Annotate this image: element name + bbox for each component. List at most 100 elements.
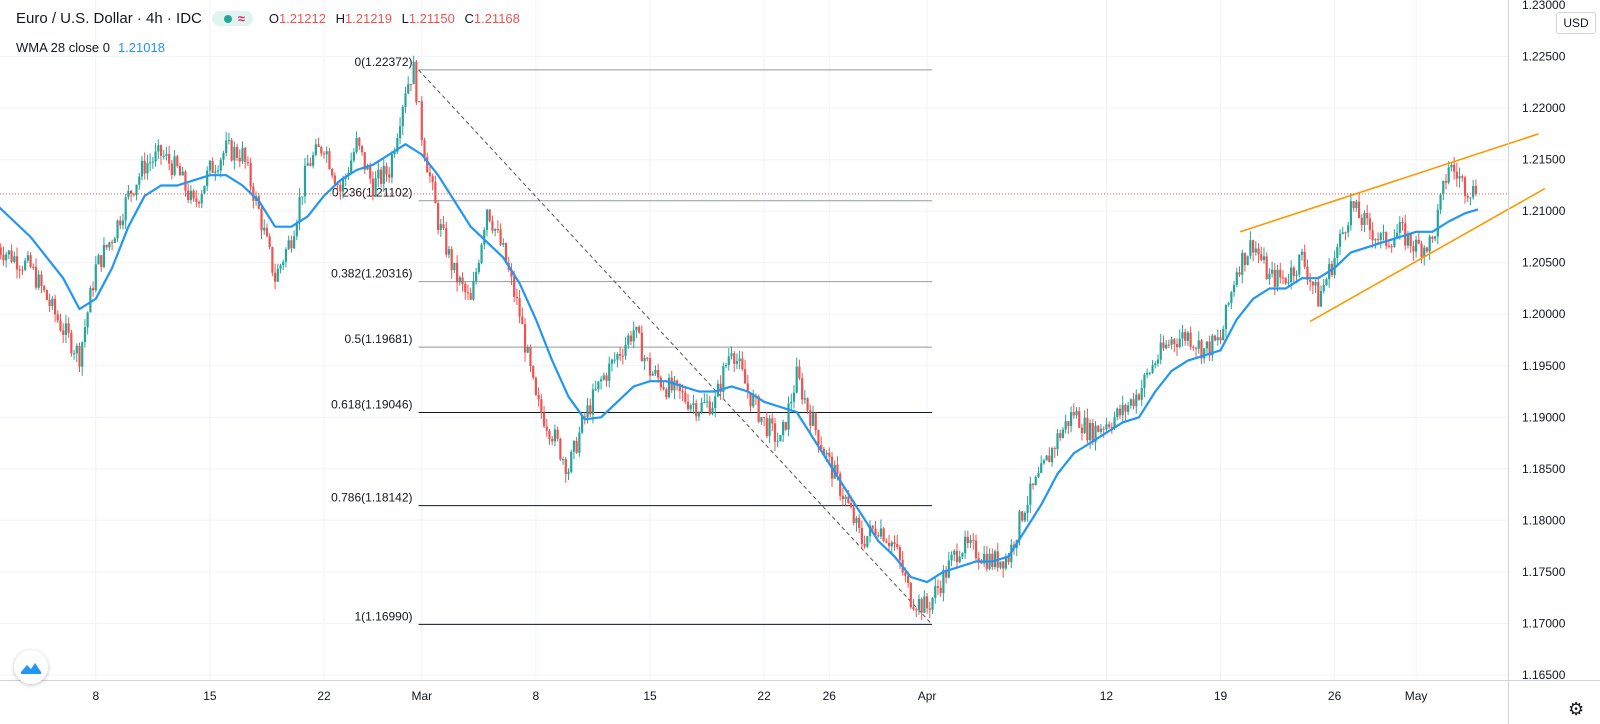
candle-body bbox=[1314, 281, 1317, 286]
status-badge[interactable]: ≈ bbox=[211, 11, 253, 26]
candle-body bbox=[48, 299, 51, 306]
candle-body bbox=[1298, 254, 1301, 275]
candle-body bbox=[1472, 185, 1475, 198]
y-tick-label: 1.16500 bbox=[1522, 668, 1566, 682]
candle-body bbox=[1222, 329, 1225, 341]
candle-body bbox=[238, 157, 241, 162]
candle-body bbox=[320, 146, 323, 154]
candle-body bbox=[1097, 425, 1100, 432]
candle-body bbox=[1406, 233, 1410, 246]
candle-body bbox=[314, 144, 317, 156]
candle-body bbox=[863, 543, 866, 547]
candle-body bbox=[1371, 230, 1374, 241]
y-tick-label: 1.17500 bbox=[1522, 565, 1566, 579]
candle-body bbox=[388, 174, 391, 178]
candle-body bbox=[469, 293, 472, 300]
symbol-title[interactable]: Euro / U.S. Dollar · 4h · IDC bbox=[16, 10, 202, 27]
candle-body bbox=[1265, 256, 1268, 280]
candle-body bbox=[485, 209, 489, 230]
candle-body bbox=[1352, 201, 1355, 208]
candle-body bbox=[1197, 340, 1200, 349]
candle-body bbox=[537, 395, 540, 400]
high-value: 1.21219 bbox=[344, 11, 392, 26]
candle-body bbox=[56, 314, 59, 321]
candle-body bbox=[32, 266, 35, 268]
candle-body bbox=[1213, 335, 1217, 341]
indicator-legend[interactable]: WMA 28 close 0 1.21018 bbox=[16, 40, 165, 55]
candle-body bbox=[890, 542, 893, 547]
candle-body bbox=[648, 358, 652, 376]
rising-wedge-channel[interactable] bbox=[1239, 133, 1546, 323]
candle-body bbox=[1409, 233, 1412, 247]
candle-body bbox=[1434, 236, 1437, 239]
candle-body bbox=[594, 389, 597, 391]
candle-body bbox=[246, 162, 250, 164]
candle-body bbox=[1336, 246, 1339, 259]
x-tick-label: 15 bbox=[203, 689, 217, 703]
candle-body bbox=[91, 288, 95, 291]
candle-body bbox=[176, 156, 179, 166]
x-tick-label: Apr bbox=[918, 689, 937, 703]
candle-body bbox=[969, 539, 972, 544]
candle-body bbox=[825, 452, 828, 455]
wma-line bbox=[0, 143, 1479, 584]
candle-body bbox=[216, 170, 220, 172]
candle-body bbox=[711, 408, 714, 415]
candle-body bbox=[442, 224, 445, 229]
candle-body bbox=[358, 137, 361, 146]
candle-body bbox=[703, 402, 706, 404]
candle-body bbox=[374, 178, 377, 197]
candle-body bbox=[635, 326, 638, 331]
candle-body bbox=[1393, 237, 1396, 247]
candle-body bbox=[170, 163, 173, 176]
candle-body bbox=[1162, 342, 1165, 349]
candle-body bbox=[580, 416, 584, 433]
candle-body bbox=[548, 430, 551, 439]
candle-body bbox=[686, 401, 690, 410]
candle-body bbox=[665, 389, 668, 398]
indicator-value: 1.21018 bbox=[117, 40, 165, 55]
candle-body bbox=[521, 316, 524, 325]
candle-body bbox=[86, 312, 89, 328]
candle-body bbox=[559, 438, 562, 460]
candle-body bbox=[1124, 404, 1127, 412]
candle-body bbox=[369, 166, 372, 179]
candle-body bbox=[523, 324, 527, 353]
candle-body bbox=[597, 381, 600, 390]
candle-body bbox=[1181, 332, 1184, 339]
candle-body bbox=[782, 421, 785, 436]
candle-body bbox=[695, 403, 698, 417]
candle-body bbox=[733, 353, 736, 364]
candle-body bbox=[2, 254, 5, 261]
candle-body bbox=[10, 250, 13, 262]
currency-button[interactable]: USD bbox=[1556, 12, 1596, 34]
gear-icon[interactable]: ⚙ bbox=[1568, 699, 1585, 719]
candle-body bbox=[437, 203, 440, 230]
candle-body bbox=[124, 197, 127, 221]
fibonacci-retracement[interactable]: 0(1.22372)0.236(1.21102)0.382(1.20316)0.… bbox=[331, 55, 933, 625]
x-tick-label: 12 bbox=[1100, 689, 1114, 703]
candle-body bbox=[534, 377, 537, 396]
candle-body bbox=[814, 413, 817, 431]
candle-body bbox=[279, 265, 282, 269]
candle-body bbox=[621, 355, 624, 357]
candle-body bbox=[847, 496, 850, 503]
y-tick-label: 1.19500 bbox=[1522, 359, 1566, 373]
candle-body bbox=[37, 274, 40, 288]
candle-body bbox=[792, 392, 796, 402]
candle-body bbox=[673, 380, 676, 391]
candle-body bbox=[839, 473, 842, 496]
candle-body bbox=[341, 178, 345, 192]
candle-body bbox=[1341, 232, 1344, 234]
candle-body bbox=[1428, 236, 1431, 252]
candle-body bbox=[1357, 201, 1361, 218]
candle-body bbox=[1127, 405, 1130, 412]
candle-body bbox=[119, 220, 122, 226]
candle-body bbox=[434, 182, 437, 204]
candle-body bbox=[1322, 285, 1325, 292]
tradingview-logo[interactable] bbox=[14, 650, 48, 684]
candle-body bbox=[1423, 247, 1426, 257]
candle-body bbox=[955, 550, 959, 563]
candle-body bbox=[768, 418, 771, 437]
